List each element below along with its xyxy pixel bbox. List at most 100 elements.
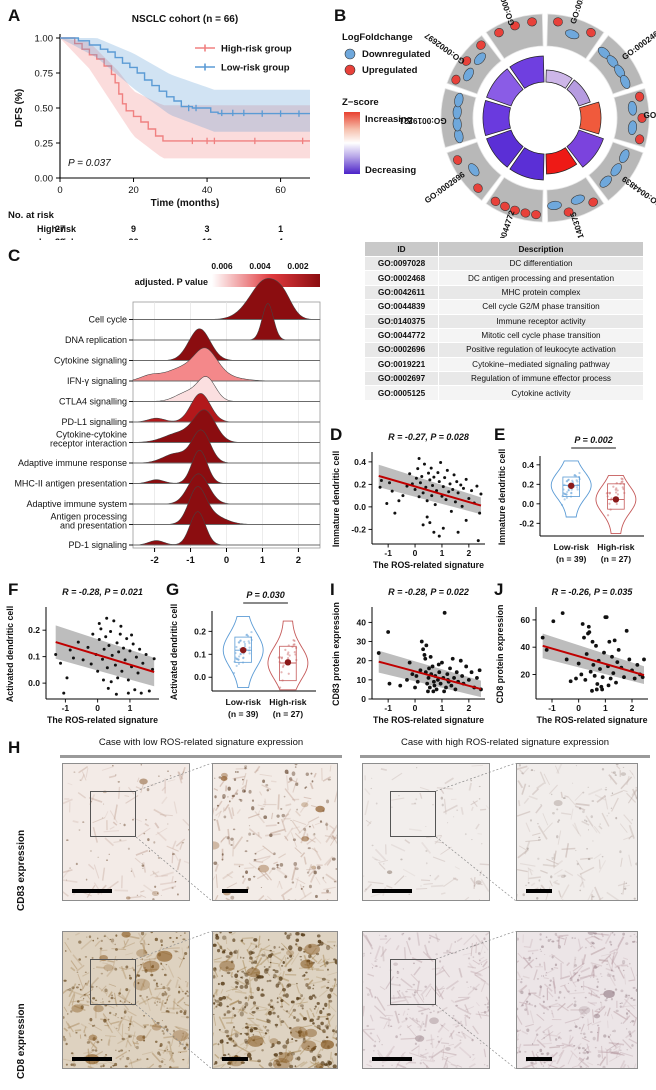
ridge-label: receptor interaction [50,439,127,449]
scatter-ytick: 0 [361,694,366,704]
scatter-point [431,484,435,487]
scatter-point [591,663,596,667]
scatter-point [588,669,593,674]
panel-c-xtick: 0 [224,555,229,566]
scatter-point [604,615,609,620]
ridge-label: Adaptive immune response [18,458,127,468]
scatter-point [114,692,118,696]
scatter-point [97,637,101,641]
ridge-label: and presentation [60,521,127,531]
km-confidence-band [60,38,310,159]
violin-jitter-point [562,491,565,495]
violin-jitter-point [573,474,576,477]
scatter-point [422,653,427,657]
scatter-xtick: -1 [62,703,70,713]
violin-jitter-point [616,493,620,496]
scatter-point [152,657,156,661]
scatter-point [427,471,430,475]
violin-jitter-point [292,643,295,646]
risk-table-title: No. at risk [8,210,55,221]
go-table-row: GO:0140375 Immune receptor activity [364,313,644,329]
go-table-row: GO:0042611 MHC protein complex [364,284,644,301]
scatter-point [456,491,460,495]
legend-z-increasing: Increasing [365,114,413,125]
scatter-point [379,478,383,482]
violin-jitter-point [293,651,296,654]
scatter-point [81,658,85,662]
scatter-point [476,539,480,543]
scale-bar [222,889,248,893]
roi-connector [436,931,516,1069]
scatter-point [469,670,474,675]
scatter-point [429,466,433,470]
scatter-point [600,687,605,692]
scatter-point [393,511,397,515]
violin-jitter-point [621,478,624,481]
gene-node [490,196,501,207]
violin-jitter-point [565,496,569,499]
regression-line [378,660,482,691]
violin-jitter-point [571,479,574,482]
panel-b-legend-z-title: Z−score [342,97,379,108]
gene-node [635,91,645,102]
zscore-ring-segment [566,129,604,168]
scatter-point [416,467,420,471]
gene-node [627,120,638,135]
panel-c-xtick: -1 [186,555,195,566]
scatter-point [459,483,463,487]
violin-jitter-point [288,654,291,657]
violin-group-label: High-risk [597,542,634,552]
violin-ytick: 0.0 [194,672,206,682]
ihc-image [62,931,190,1069]
violin-jitter-point [234,651,237,655]
scatter-point [423,656,428,661]
scatter-point [413,487,417,491]
violin-group-n: (n = 39) [228,709,258,719]
scatter-point [76,640,80,644]
go-id-cell: GO:0140375 [364,313,439,329]
scatter-point [444,498,448,502]
scatter-point [640,675,645,680]
roi-box [390,791,436,837]
scatter-point [386,630,391,634]
violin-jitter-point [608,492,611,495]
scatter-point [141,661,145,665]
scatter-point [434,687,439,692]
regression-ci-band [378,464,481,515]
gene-node [619,149,630,164]
violin-outline [595,475,637,535]
scatter-point [59,661,63,665]
scatter-xtick: 0 [576,703,581,713]
scatter-point [455,480,459,484]
go-table-row: GO:0002468 DC antigen processing and pres… [364,270,644,286]
scatter-point [421,491,425,495]
panel-a-survival-plot: NSCLC cohort (n = 66) 0.00 0.25 0.50 0.75 1.0… [0,0,330,240]
violin-jitter-point [608,502,611,505]
risk-count: 1 [278,224,283,234]
scatter-stat-label: R = -0.28, P = 0.022 [388,587,469,597]
scatter-point [477,668,482,673]
violin-jitter-point [293,643,296,646]
go-table-header: Description [438,241,644,257]
gene-node [570,194,585,205]
scatter-point [452,676,456,680]
zscore-ring-segment [486,129,524,168]
gene-node [500,201,510,211]
scatter-point [116,676,120,680]
scatter-point [580,622,585,626]
scatter-point [91,632,95,636]
scatter-point [464,664,469,669]
go-id-cell: GO:0044839 [364,299,439,315]
violin-jitter-point [565,480,568,483]
scatter-ytick: 0.0 [28,678,40,688]
panel-c-xtick: 1 [260,555,266,566]
ihc-image [62,763,190,901]
scatter-ylabel: Activated dendritic cell [5,606,15,702]
scatter-point [121,646,125,650]
scatter-point [424,485,428,489]
panel-c-xtick: -2 [150,555,158,566]
scatter-point [464,477,468,481]
scatter-point [407,660,412,665]
scatter-point [378,485,382,489]
scatter-point [445,672,450,677]
